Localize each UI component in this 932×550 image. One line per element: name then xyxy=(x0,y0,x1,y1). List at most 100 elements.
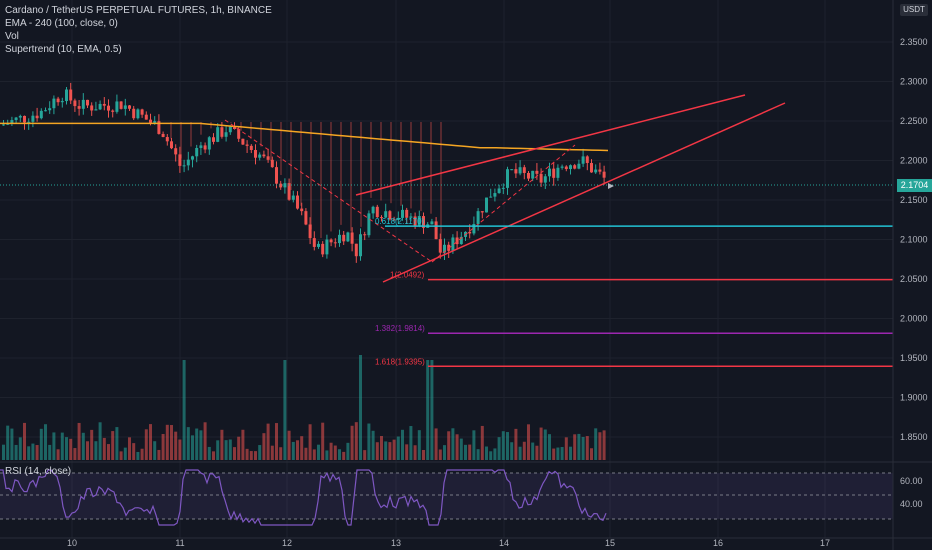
candle-body xyxy=(598,169,602,172)
supertrend-bar xyxy=(440,122,442,246)
candle-body xyxy=(527,172,530,179)
volume-bar xyxy=(296,440,299,460)
volume-bar xyxy=(350,425,354,460)
volume-bar xyxy=(18,437,22,460)
volume-bar xyxy=(132,443,136,460)
candle-body xyxy=(102,103,106,106)
candle-body xyxy=(501,187,505,189)
candle-body xyxy=(380,217,383,219)
volume-bar xyxy=(2,444,5,460)
candle-body xyxy=(317,243,320,247)
volume-bar xyxy=(359,355,362,460)
volume-bar xyxy=(367,423,371,460)
volume-bar xyxy=(438,449,442,460)
candle-body xyxy=(384,211,388,218)
supertrend-bar xyxy=(210,122,212,129)
candle-body xyxy=(543,176,547,183)
volume-bar xyxy=(506,432,509,460)
ema-legend[interactable]: EMA - 240 (100, close, 0) xyxy=(5,18,118,29)
volume-bar xyxy=(577,433,581,460)
candle-body xyxy=(123,105,127,109)
candle-body xyxy=(531,170,535,179)
candle-body xyxy=(350,232,354,244)
supertrend-bar xyxy=(410,122,412,209)
currency-badge[interactable]: USDT xyxy=(900,4,928,16)
candle-body xyxy=(569,165,572,170)
candle-body xyxy=(577,163,581,169)
price-tick-label: 1.8500 xyxy=(900,432,928,442)
candle-body xyxy=(396,217,400,220)
candle-body xyxy=(346,232,350,242)
candle-body xyxy=(342,234,346,242)
volume-bar xyxy=(203,422,207,460)
volume-bar xyxy=(123,447,127,460)
candle-body xyxy=(552,168,556,178)
volume-bar xyxy=(409,426,413,460)
candle-body xyxy=(493,193,497,197)
candle-body xyxy=(119,101,123,109)
volume-bar xyxy=(39,428,43,460)
candle-body xyxy=(325,239,329,255)
candle-body xyxy=(170,141,173,149)
volume-bar xyxy=(178,439,182,460)
candle-body xyxy=(354,243,358,257)
supertrend-legend[interactable]: Supertrend (10, EMA, 0.5) xyxy=(5,44,122,55)
drawings[interactable] xyxy=(0,94,893,283)
volume-bar xyxy=(186,427,190,460)
rsi-tick-label: 40.00 xyxy=(900,499,923,509)
candle-body xyxy=(556,167,560,178)
volume-bar xyxy=(333,445,337,460)
candle-body xyxy=(14,117,18,121)
candle-body xyxy=(44,110,47,112)
rsi-legend[interactable]: RSI (14, close) xyxy=(5,466,72,477)
candle-body xyxy=(249,145,253,150)
candle-body xyxy=(191,156,194,160)
volume-bar xyxy=(325,450,329,460)
candle-body xyxy=(438,239,442,253)
candle-body xyxy=(548,168,551,177)
candle-body xyxy=(10,120,14,124)
volume-bar xyxy=(560,447,564,460)
volume-bar xyxy=(342,451,346,460)
candle-body xyxy=(333,242,337,244)
volume-bar xyxy=(119,451,123,460)
candle-body xyxy=(409,216,413,218)
candle-body xyxy=(535,170,539,174)
time-axis[interactable]: 10 11 12 13 14 15 16 17 xyxy=(67,538,830,548)
volume-bar xyxy=(212,451,215,460)
volume-bar xyxy=(539,427,543,460)
volume-bar xyxy=(56,449,60,460)
volume-bar xyxy=(556,447,560,460)
volume-bar xyxy=(476,449,480,460)
candle-body xyxy=(573,165,577,169)
volume-bar xyxy=(170,425,173,460)
volume-bar xyxy=(371,430,375,460)
supertrend-bar xyxy=(200,122,202,135)
candle-body xyxy=(73,100,77,107)
volume-bar xyxy=(237,436,241,460)
volume-bar xyxy=(182,360,186,460)
volume-bar xyxy=(531,442,535,460)
wedge-lower-line xyxy=(382,102,786,283)
volume-bar xyxy=(548,434,551,460)
volume-bar xyxy=(128,437,131,460)
vol-legend[interactable]: Vol xyxy=(5,31,19,42)
candle-body xyxy=(510,169,514,171)
volume-bar xyxy=(535,445,539,460)
candle-body xyxy=(279,183,283,188)
dashed-trend-line xyxy=(431,144,576,263)
volume-bar xyxy=(258,445,262,460)
volume-bar xyxy=(254,451,257,460)
symbol-title[interactable]: Cardano / TetherUS PERPETUAL FUTURES, 1h… xyxy=(5,5,272,16)
price-tick-label: 1.9000 xyxy=(900,393,928,403)
candle-body xyxy=(497,188,501,194)
volume-bar xyxy=(249,451,253,460)
candle-body xyxy=(422,216,425,228)
volume-bar xyxy=(73,448,77,460)
candle-body xyxy=(165,137,169,142)
supertrend-bar xyxy=(170,122,172,139)
time-tick-label: 14 xyxy=(499,538,509,548)
